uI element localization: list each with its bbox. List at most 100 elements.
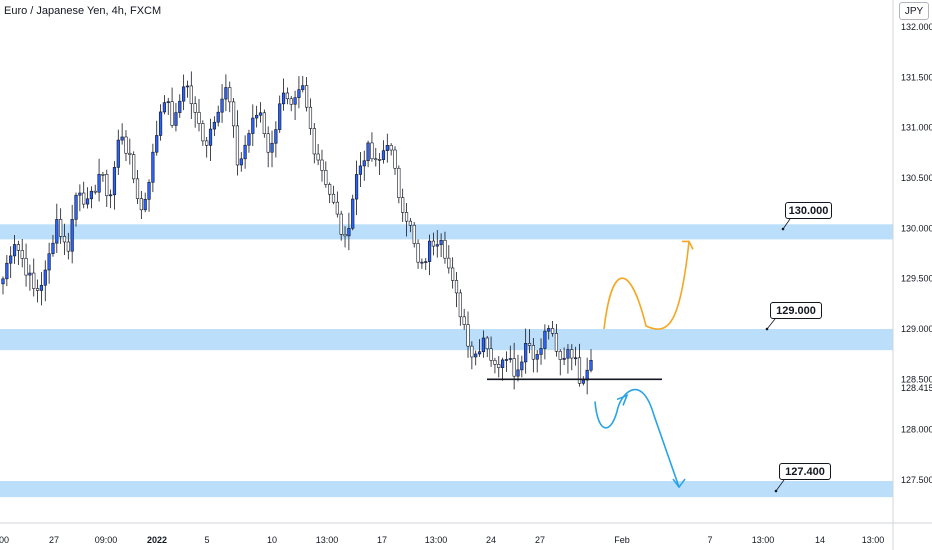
candle-body (208, 128, 213, 146)
x-tick-label: 14 (815, 535, 825, 545)
candle-body (201, 123, 205, 142)
candle-body (101, 174, 105, 176)
candle-body (147, 181, 151, 200)
candle-body (501, 359, 505, 368)
candle-body (170, 101, 174, 126)
candle-body (66, 241, 70, 252)
candle-body (320, 159, 324, 171)
candle-body (393, 149, 397, 169)
candle-body (182, 86, 186, 102)
level-label-0[interactable]: 130.000 (785, 202, 832, 219)
candle-body (416, 243, 420, 263)
candle-body (124, 136, 128, 154)
candle-body (381, 150, 386, 160)
x-tick-label: 5 (204, 535, 209, 545)
x-tick-label: 13:00 (425, 535, 448, 545)
candle-body (497, 364, 501, 368)
callout-connector (775, 479, 785, 492)
candle-body (9, 255, 13, 264)
candle-body (512, 358, 516, 377)
candle-body (439, 239, 443, 245)
candle-body (477, 351, 482, 355)
candle-body (516, 369, 520, 377)
candle-body (228, 87, 232, 103)
callout-connector (782, 218, 791, 230)
candle-body (293, 97, 297, 105)
chart-title: Euro / Japanese Yen, 4h, FXCM (4, 5, 162, 17)
candle-body (224, 87, 228, 100)
candle-body (485, 337, 489, 350)
level-label-2[interactable]: 127.400 (779, 463, 831, 480)
candle-body (197, 112, 201, 124)
zone-0 (0, 224, 893, 240)
candle-body (39, 284, 44, 291)
candle-body (366, 142, 370, 162)
candle-body (370, 142, 374, 160)
candle-body (535, 354, 539, 360)
candle-body (566, 349, 570, 359)
candle-body (331, 193, 336, 203)
candle-body (424, 261, 428, 263)
x-tick-label: Feb (614, 535, 630, 545)
candle-body (335, 201, 339, 215)
candle-body (78, 192, 82, 196)
candle-body (178, 100, 182, 113)
candle-body (435, 244, 439, 247)
candle-body (531, 345, 535, 360)
candle-body (155, 135, 159, 153)
candle-body (70, 219, 74, 252)
bearish-arrow-head-end (672, 478, 686, 489)
y-tick-label: 131.500 (901, 72, 932, 82)
candle-body (420, 261, 424, 264)
candle-body (97, 174, 101, 193)
currency-badge[interactable]: JPY (899, 2, 929, 20)
candle-body (401, 197, 405, 213)
candle-body (262, 112, 266, 135)
candle-body (481, 337, 485, 353)
candle-body (305, 85, 309, 108)
level-label-1[interactable]: 129.000 (770, 302, 822, 319)
y-tick-label: 127.500 (901, 475, 932, 485)
candle-body (316, 153, 320, 161)
candle-body (408, 220, 412, 226)
candle-body (20, 250, 24, 259)
candle-body (351, 198, 355, 229)
callout-anchor (765, 327, 769, 331)
candle-body (562, 357, 566, 360)
candle-body (343, 233, 347, 237)
candle-body (474, 353, 478, 358)
candle-body (404, 212, 409, 222)
candle-body (504, 359, 509, 361)
candle-body (550, 328, 555, 334)
candle-body (458, 292, 462, 318)
candle-body (524, 343, 528, 363)
candle-body (354, 174, 359, 200)
candle-body (470, 345, 474, 358)
callout-anchor (781, 227, 785, 231)
candle-body (554, 333, 559, 352)
bullish-projection-path[interactable] (603, 241, 690, 330)
y-tick-label: 128.500 (901, 374, 932, 384)
candle-body (324, 170, 328, 185)
candle-body (270, 142, 274, 153)
candle-body (520, 361, 524, 371)
candle-body (247, 133, 251, 146)
candle-body (347, 227, 351, 237)
candle-body (35, 288, 40, 291)
candle-body (1, 278, 5, 285)
candle-body (547, 328, 551, 332)
x-tick-label: 27 (535, 535, 545, 545)
candle-body (55, 219, 59, 244)
candle-body (328, 184, 332, 195)
x-tick-label: 13:00 (752, 535, 775, 545)
candle-body (412, 224, 416, 244)
candle-body (543, 330, 547, 349)
candle-body (362, 160, 366, 167)
candle-body (454, 280, 459, 294)
candle-body (539, 348, 543, 355)
candle-body (231, 101, 236, 127)
bearish-projection-path[interactable] (594, 388, 680, 488)
candle-body (116, 139, 120, 168)
